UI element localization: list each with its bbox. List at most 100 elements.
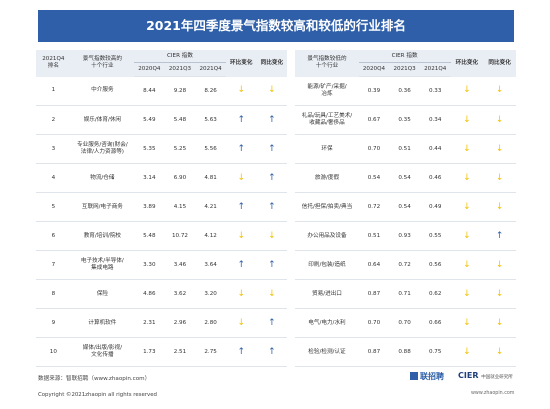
rank-cell: 6 [36, 221, 71, 251]
yoy-change-high: ↓ [225, 76, 257, 106]
table-row: 8 保险 4.86 3.62 3.20 ↓ ↓ 贸易/进出口 0.87 0.71 0.62 ↓ ↓ [36, 279, 516, 309]
column-gap [287, 221, 296, 251]
column-gap [287, 76, 296, 106]
value-2020q4: 3.30 [134, 250, 165, 280]
q3-2021-header: 2021Q3 [389, 62, 420, 77]
yoy-header-low: 环比变化 [450, 50, 484, 77]
high-industry-name: 专业服务/咨询(财会/ 法律/人力资源等) [70, 134, 135, 164]
value-2021q4: 3.20 [195, 279, 226, 309]
value-2021q4: 8.26 [195, 76, 226, 106]
table-row: 2 娱乐/体育/休闲 5.49 5.48 5.63 ↑ ↑ 礼品/玩具/工艺美术/ 收藏品/奢… [36, 105, 516, 135]
mom-change-low: ↓ [483, 76, 516, 106]
mom-change-high: ↑ [256, 105, 288, 135]
high-industry-name: 计算机软件 [70, 308, 135, 338]
high-industry-name: 保险 [70, 279, 135, 309]
value-2020q4: 0.87 [358, 337, 390, 367]
value-2020q4: 0.87 [358, 279, 390, 309]
mom-change-high: ↑ [256, 337, 288, 367]
rank-cell: 2 [36, 105, 71, 135]
arrow-down-icon: ↓ [463, 317, 471, 328]
arrow-down-icon: ↓ [237, 172, 245, 183]
high-industry-name: 教育/培训/院校 [70, 221, 135, 251]
low-industry-name: 能源/矿产/采掘/ 冶炼 [295, 76, 359, 106]
value-2021q4: 3.64 [195, 250, 226, 280]
high-industry-name: 电子技术/半导体/ 集成电路 [70, 250, 135, 280]
value-2021q3: 0.51 [389, 134, 420, 164]
arrow-down-icon: ↓ [463, 201, 471, 212]
low-industry-name: 环保 [295, 134, 359, 164]
arrow-down-icon: ↓ [495, 317, 504, 328]
value-2020q4: 0.54 [358, 163, 390, 193]
arrow-up-icon: ↑ [268, 259, 276, 270]
rank-cell: 10 [36, 337, 71, 367]
low-industry-name: 旅游/度假 [295, 163, 359, 193]
value-2020q4: 5.35 [134, 134, 165, 164]
low-industry-name: 办公用品及设备 [295, 221, 359, 251]
mom-change-low: ↓ [483, 250, 516, 280]
value-2021q4: 0.66 [419, 308, 451, 338]
low-industry-name: 贸易/进出口 [295, 279, 359, 309]
arrow-down-icon: ↓ [268, 230, 276, 241]
column-gap [287, 105, 296, 135]
industry-ranking-table: 2021Q4 排名 景气指数较高的 十个行业 CIER 指数 环比变化 同比变化… [36, 50, 516, 367]
cier-header-low: CIER 指数 [358, 50, 451, 63]
mom-change-low: ↓ [483, 192, 516, 222]
rank-cell: 3 [36, 134, 71, 164]
value-2021q3: 0.36 [389, 76, 420, 106]
value-2021q4: 0.46 [419, 163, 451, 193]
value-2021q4: 4.21 [195, 192, 226, 222]
value-2021q3: 0.35 [389, 105, 420, 135]
value-2021q4: 4.81 [195, 163, 226, 193]
arrow-down-icon: ↓ [268, 85, 276, 96]
mom-change-high: ↑ [256, 163, 288, 193]
value-2021q4: 0.62 [419, 279, 451, 309]
column-gap [287, 279, 296, 309]
value-2021q3: 0.93 [389, 221, 420, 251]
rank-cell: 1 [36, 76, 71, 106]
column-gap [287, 50, 296, 77]
value-2021q4: 0.33 [419, 76, 451, 106]
arrow-down-icon: ↓ [463, 346, 471, 357]
zhaopin-logo-icon [410, 372, 418, 380]
column-gap [287, 192, 296, 222]
arrow-up-icon: ↑ [268, 201, 276, 212]
value-2021q3: 0.72 [389, 250, 420, 280]
arrow-up-icon: ↑ [237, 143, 245, 154]
arrow-up-icon: ↑ [268, 317, 276, 328]
low-industry-name: 礼品/玩具/工艺美术/ 收藏品/奢侈品 [295, 105, 359, 135]
rank-cell: 5 [36, 192, 71, 222]
value-2020q4: 0.70 [358, 134, 390, 164]
arrow-up-icon: ↑ [268, 172, 276, 183]
value-2020q4: 5.49 [134, 105, 165, 135]
arrow-up-icon: ↑ [237, 201, 245, 212]
value-2020q4: 0.67 [358, 105, 390, 135]
yoy-change-high: ↓ [225, 163, 257, 193]
data-source: 数据来源：智联招聘（www.zhaopin.com） [38, 376, 151, 382]
high-industry-name: 互联网/电子商务 [70, 192, 135, 222]
value-2021q4: 5.63 [195, 105, 226, 135]
value-2021q3: 0.88 [389, 337, 420, 367]
low-industry-name: 检验/检测/认证 [295, 337, 359, 367]
mom-change-low: ↓ [483, 337, 516, 367]
column-gap [287, 134, 296, 164]
low-industry-name: 电气/电力/水利 [295, 308, 359, 338]
zhaopin-logo: 联招聘 [410, 371, 444, 382]
yoy-change-high: ↓ [225, 221, 257, 251]
mom-change-low: ↓ [483, 308, 516, 338]
arrow-down-icon: ↓ [495, 114, 504, 125]
value-2021q4: 5.56 [195, 134, 226, 164]
high-group-header: 景气指数较高的 十个行业 [70, 50, 135, 77]
value-2021q3: 5.25 [164, 134, 196, 164]
yoy-change-high: ↑ [225, 105, 257, 135]
value-2020q4: 1.73 [134, 337, 165, 367]
arrow-down-icon: ↓ [463, 143, 471, 154]
arrow-down-icon: ↓ [463, 172, 471, 183]
arrow-down-icon: ↓ [495, 143, 504, 154]
copyright: Copyright ©2021zhaopin all rights reserv… [38, 392, 157, 398]
arrow-down-icon: ↓ [495, 259, 504, 270]
value-2021q3: 3.46 [164, 250, 196, 280]
mom-change-low: ↓ [483, 279, 516, 309]
arrow-down-icon: ↓ [237, 288, 245, 299]
mom-header-high: 同比变化 [256, 50, 288, 77]
table-row: 1 中介服务 8.44 9.28 8.26 ↓ ↓ 能源/矿产/采掘/ 冶炼 0.39 0.36 0… [36, 76, 516, 106]
